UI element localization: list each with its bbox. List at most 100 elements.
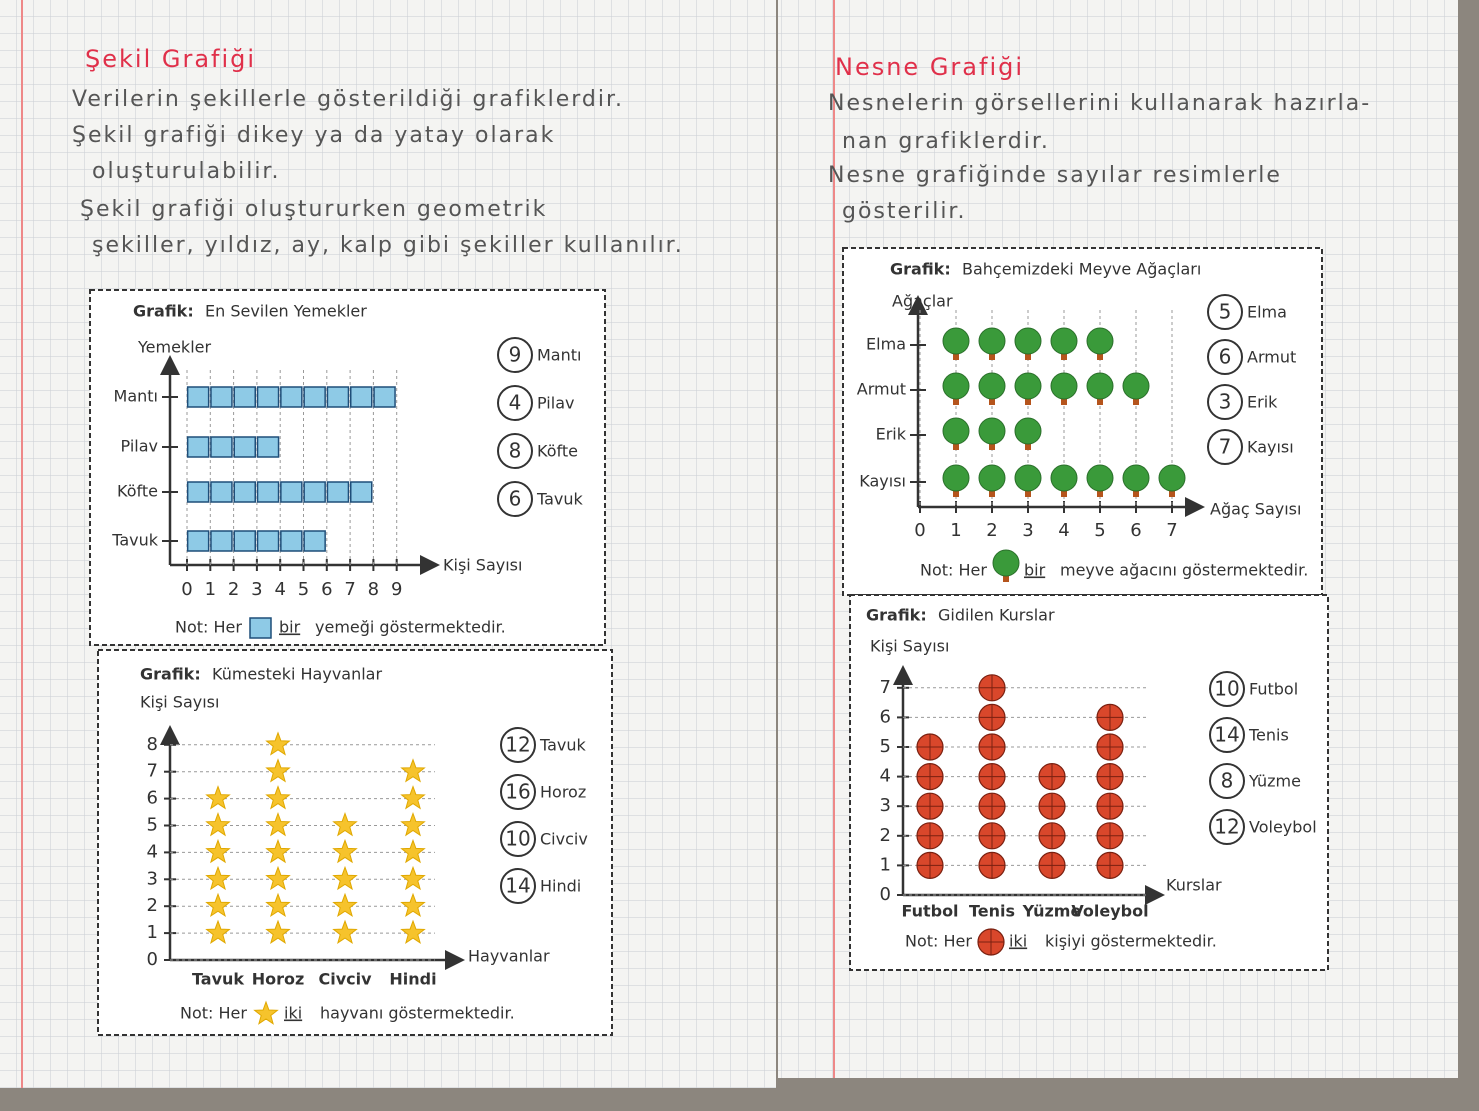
star-icon [400,812,426,837]
tree-crown [1086,372,1114,400]
answer-number: 16 [505,780,530,804]
ball-seam [1097,704,1123,731]
y-axis-label: Kişi Sayısı [140,693,219,712]
y-tick-label: 5 [880,736,891,757]
y-tick-label: 6 [880,706,891,727]
square-icon [303,386,326,408]
y-category-label: Kayısı [859,472,906,491]
y-axis-label: Ağaçlar [892,292,953,311]
square-icon [186,436,210,458]
ball-seam [917,852,943,879]
ball-seam [1039,822,1065,849]
tree-crown [942,327,970,355]
answer-category: Mantı [537,346,581,365]
square-icon [256,481,280,503]
answer-circle [500,774,536,810]
tree-crown [1158,464,1186,492]
answer-category: Kayısı [1247,438,1294,457]
star-icon [205,892,231,918]
square-icon [256,436,280,458]
star-icon [205,919,231,944]
ball-seam [979,852,1005,879]
answer-category: Yüzme [1248,772,1301,791]
star-icon [265,758,291,783]
tree-crown [978,327,1006,355]
y-tick-label: 3 [147,868,158,889]
y-category-label: Tavuk [111,531,159,550]
x-tick-label: 1 [205,579,216,600]
y-tick-label: 6 [147,788,158,809]
ball-seam [978,929,1004,955]
icon-row [186,530,326,552]
square-icon [186,386,210,408]
bullet-text: Şekil grafiği dikey ya da yatay olarak [72,123,555,148]
answer-category: Horoz [540,783,586,802]
answer-circle [500,868,536,904]
square-icon [256,386,280,408]
x-tick-label: 0 [181,579,192,600]
star-icon [265,731,291,756]
y-tick-label: 2 [147,895,158,916]
bullet-text: Şekil grafiği oluştururken geometrik [80,197,547,222]
answer-number: 12 [505,733,530,757]
bullet-text: oluşturulabilir. [92,159,280,184]
tree-crown [978,464,1006,492]
x-tick-label: 2 [986,520,997,541]
star-icon [400,758,426,783]
note-count: bir [279,618,301,637]
tree-crown [978,372,1006,400]
ball-seam [979,704,1005,731]
chart-title: En Sevilen Yemekler [205,302,367,321]
x-category-label: Horoz [252,970,305,989]
x-category-label: Hindi [389,970,436,989]
answer-number: 4 [509,391,522,415]
answer-circle [1209,763,1245,799]
ball-seam [917,734,943,760]
x-tick-label: 4 [274,579,285,600]
note-end: hayvanı göstermektedir. [320,1004,515,1023]
answer-category: Tenis [1248,726,1289,745]
y-tick-label: 4 [880,766,891,787]
x-category-label: Yüzme [1022,902,1082,921]
icon-column [978,674,1006,880]
answer-circle [500,821,536,857]
square-icon [280,386,303,408]
answer-circle [1207,384,1243,420]
star-icon [205,865,231,891]
answer-category: Pilav [537,394,574,413]
star-icon [265,812,291,837]
note-end: kişiyi göstermektedir. [1045,932,1217,951]
answer-circle [497,385,533,421]
bullet-text: nan grafiklerdir. [842,129,1050,154]
tree-crown [978,417,1006,445]
page-title: Şekil Grafiği [85,45,256,73]
square-icon [186,481,210,503]
x-axis-label: Ağaç Sayısı [1210,500,1301,519]
square-icon [233,481,256,503]
x-tick-label: 5 [1094,520,1105,541]
star-icon [400,865,426,891]
answer-number: 10 [1214,677,1239,701]
ball-seam [1097,763,1123,790]
square-icon [303,530,326,552]
bullet-text: gösterilir. [842,199,966,224]
chart-title-prefix: Grafik: [133,302,194,321]
icon-column [265,731,291,944]
y-tick-label: 3 [880,795,891,816]
chart-title: Gidilen Kurslar [938,606,1055,625]
x-tick-label: 0 [914,520,925,541]
square-icon [326,386,350,408]
answer-circle [497,481,533,517]
answer-number: 9 [509,343,522,367]
tree-crown [1122,464,1150,492]
y-category-label: Erik [876,425,907,444]
answer-circle [500,727,536,763]
star-icon [205,785,231,810]
x-tick-label: 1 [950,520,961,541]
answer-category: Voleybol [1249,818,1317,837]
tree-crown [1050,464,1078,492]
icon-column [400,758,426,944]
icon-column [205,785,231,944]
bullet-text: Verilerin şekillerle gösterildiği grafik… [72,87,624,112]
